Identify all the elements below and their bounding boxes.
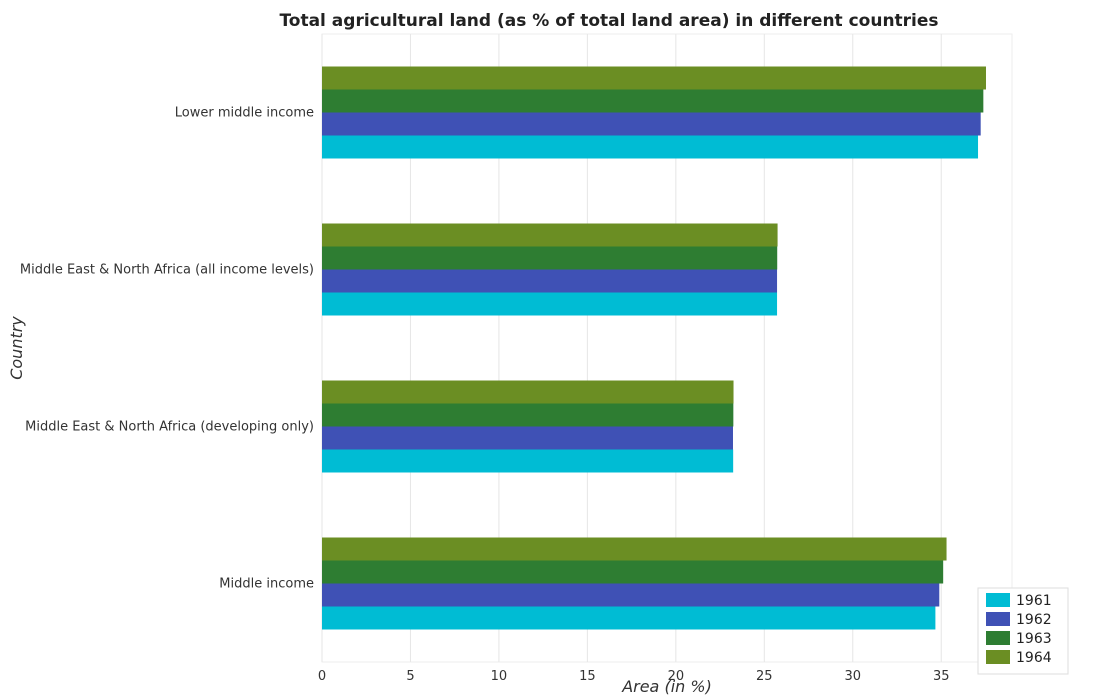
legend: 1961 1962 1963 1964 [977,587,1069,675]
x-axis-label: Area (in %) [621,677,712,696]
y-category-labels: Lower middle income Middle East & North A… [20,106,314,592]
legend-label: 1961 [1016,593,1052,609]
bar-1962-3 [322,583,940,607]
x-tick-label: 20 [668,669,685,684]
bar-1962-1 [322,269,778,293]
x-tick-label: 5 [406,669,414,684]
y-axis-label: Country [7,316,26,380]
bar-1963-1 [322,246,778,270]
legend-swatch-1962 [986,612,1010,626]
y-category-label: Middle East & North Africa (developing o… [25,420,314,435]
bar-1961-3 [322,606,936,630]
x-tick-label: 15 [579,669,596,684]
legend-swatch-1964 [986,650,1010,664]
legend-label: 1963 [1016,631,1052,647]
x-tick-label: 35 [933,669,950,684]
y-category-label: Middle East & North Africa (all income l… [20,263,314,278]
bar-1963-3 [322,560,944,584]
bar-1964-1 [322,223,778,247]
legend-swatch-1963 [986,631,1010,645]
legend-label: 1962 [1016,612,1052,628]
bar-1963-2 [322,403,734,427]
legend-swatch-1961 [986,593,1010,607]
chart-title: Total agricultural land (as % of total l… [279,11,938,31]
y-category-label: Middle income [219,577,314,592]
x-tick-label: 0 [318,669,326,684]
bar-1964-3 [322,537,947,561]
x-tick-label: 10 [491,669,508,684]
bar-1963-0 [322,89,984,113]
bar-1961-0 [322,135,979,159]
bar-1962-0 [322,112,981,136]
bar-1961-2 [322,449,734,473]
bar-1964-2 [322,380,734,404]
bar-1962-2 [322,426,733,450]
bar-1964-0 [322,66,986,90]
bar-1961-1 [322,292,778,316]
y-category-label: Lower middle income [175,106,314,121]
bars [322,66,986,630]
legend-label: 1964 [1016,650,1052,666]
x-tick-label: 25 [756,669,773,684]
x-tick-labels: 0 5 10 15 20 25 30 35 [318,669,950,684]
x-tick-label: 30 [844,669,861,684]
